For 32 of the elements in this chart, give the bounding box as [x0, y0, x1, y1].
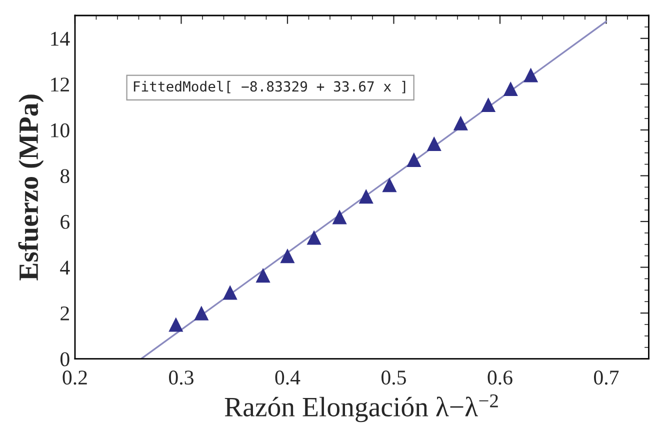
x-tick-label: 0.2: [62, 370, 87, 385]
y-tick-label: 10: [51, 123, 70, 138]
point: [453, 116, 468, 130]
point: [382, 178, 397, 192]
point: [256, 268, 270, 283]
x-tick-label: 0.5: [382, 370, 406, 385]
point: [524, 68, 538, 82]
point: [168, 317, 184, 332]
y-tick-label: 4: [60, 260, 70, 275]
x-tick-label: 0.4: [275, 370, 300, 385]
point: [406, 152, 422, 167]
x-tick-label: 0.3: [169, 370, 194, 385]
point: [426, 136, 442, 151]
point: [222, 285, 238, 300]
point: [358, 189, 374, 204]
point: [306, 230, 322, 245]
y-tick-label: 2: [60, 306, 69, 320]
y-tick-label: 0: [60, 352, 70, 366]
y-tick-label: 12: [51, 78, 69, 92]
y-tick-label: 14: [51, 32, 70, 46]
point: [194, 306, 209, 320]
point: [503, 81, 518, 96]
point: [481, 97, 496, 112]
point: [332, 210, 347, 224]
x-tick-label: 0.6: [488, 370, 512, 385]
y-axis-title: Esfuerzo (MPa): [18, 94, 44, 280]
y-tick-label: 8: [60, 169, 70, 184]
point: [280, 248, 295, 264]
x-axis-title: Razón Elongación λ−λ$^{−2}$: [224, 394, 498, 422]
y-tick-label: 6: [60, 214, 70, 229]
annotation: FittedModel[ −8.83329 + 33.67 x ]: [134, 80, 406, 94]
x-tick-label: 0.7: [594, 370, 619, 385]
